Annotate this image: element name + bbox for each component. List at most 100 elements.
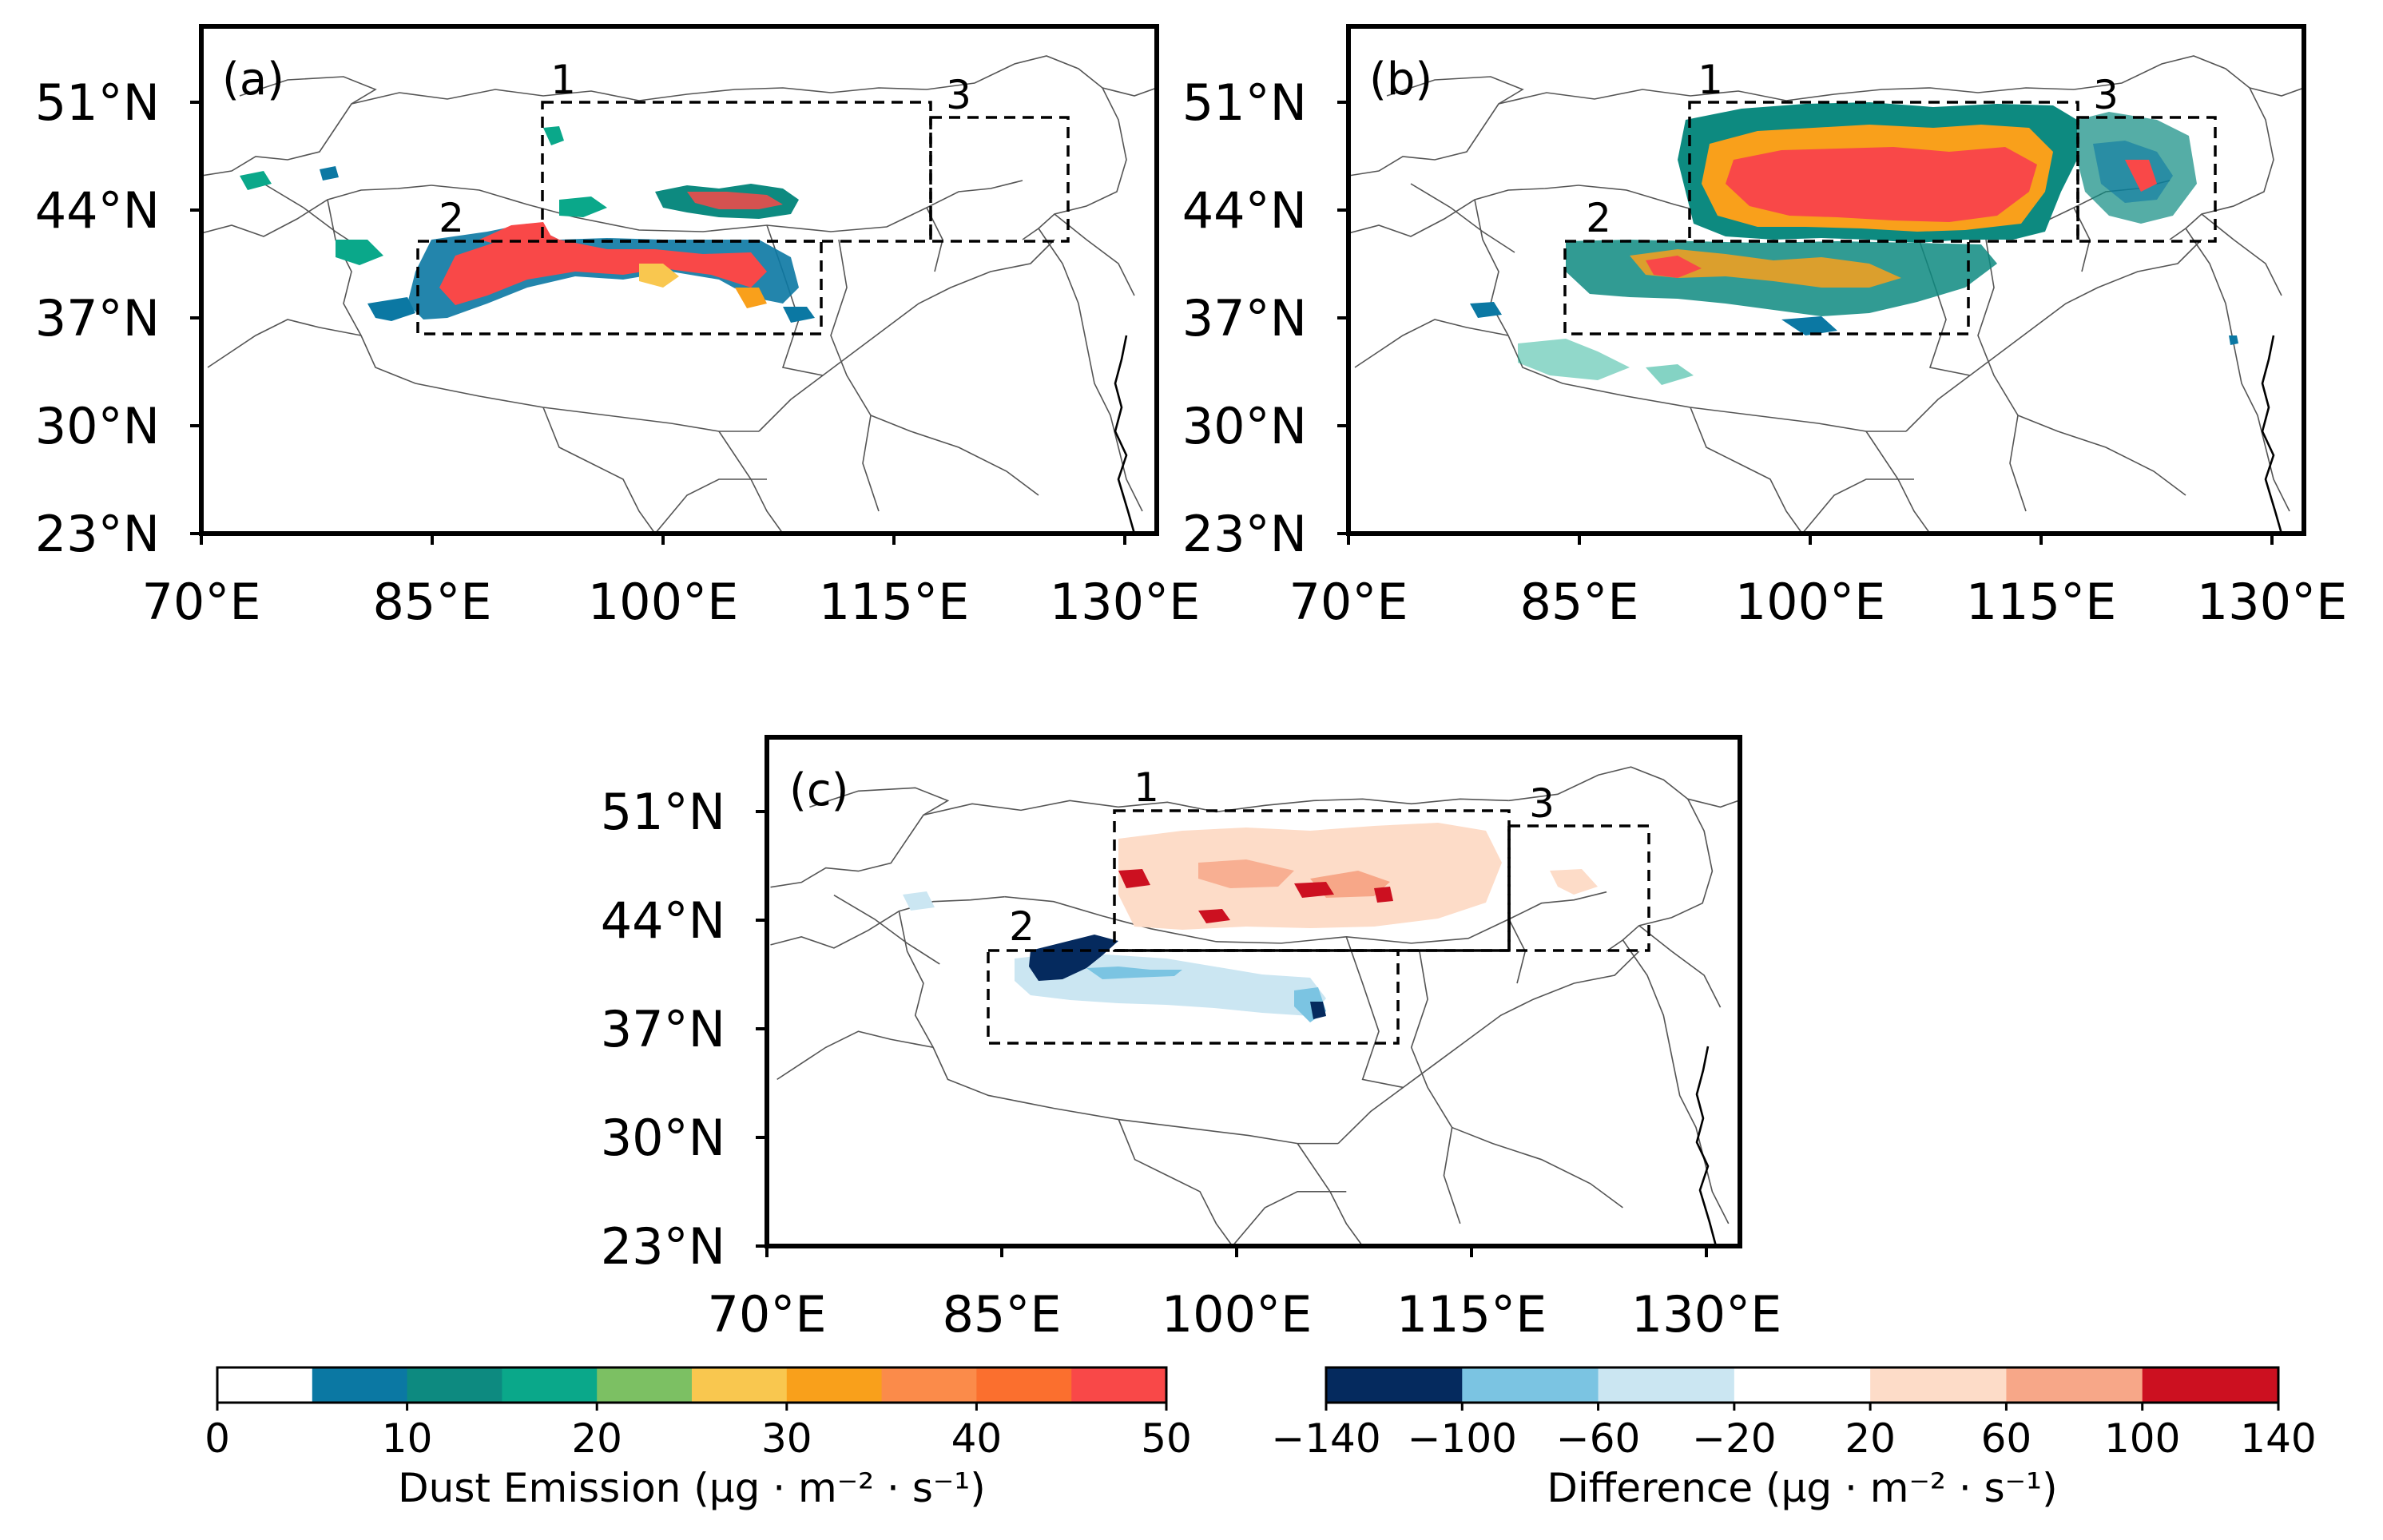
lon-tick: 130°E xyxy=(1631,1285,1782,1344)
difference-colorbar-title: Difference (μg · m⁻² · s⁻¹) xyxy=(1547,1465,2057,1511)
region-box-3 xyxy=(2076,116,2217,243)
lat-tick: 23°N xyxy=(35,505,160,563)
difference-colorbar-swatch xyxy=(1462,1367,1599,1403)
emission-field xyxy=(240,126,815,323)
emission-colorbar: 0 10 20 30 40 50 Dust Emission (μg · m⁻² · s⁻… xyxy=(205,1366,1192,1511)
lat-tick: 30°N xyxy=(35,397,160,455)
emission-colorbar-tick-label: 0 xyxy=(205,1415,230,1462)
lat-tick: 51°N xyxy=(601,783,725,841)
region-boxes xyxy=(416,101,1070,335)
difference-colorbar-tick-label: −60 xyxy=(1556,1415,1641,1462)
difference-colorbar-ticks: −140 −100 −60 −20 20 60 100 140 xyxy=(1271,1403,2317,1462)
emission-colorbar-swatch xyxy=(692,1367,788,1403)
region-box-2 xyxy=(1563,240,1970,335)
difference-colorbar-tick-label: −100 xyxy=(1408,1415,1517,1462)
lat-tick: 37°N xyxy=(1182,289,1307,347)
panel-b-tag: (b) xyxy=(1369,54,1432,105)
region-box-3 xyxy=(929,116,1070,243)
emission-colorbar-swatch xyxy=(217,1367,313,1403)
region-box-2-label: 2 xyxy=(1586,195,1611,241)
lat-tick: 44°N xyxy=(1182,181,1307,240)
panel-c-tag: (c) xyxy=(789,764,848,816)
difference-colorbar-swatches xyxy=(1326,1367,2279,1403)
panel-a-tag: (a) xyxy=(222,54,284,105)
lon-tick: 115°E xyxy=(819,573,970,631)
emission-colorbar-swatches xyxy=(217,1367,1167,1403)
emission-colorbar-tick-label: 50 xyxy=(1141,1415,1192,1462)
region-box-2-label: 2 xyxy=(1009,903,1035,950)
difference-colorbar-swatch xyxy=(2142,1367,2279,1403)
emission-colorbar-tick-label: 20 xyxy=(571,1415,622,1462)
lat-tick: 23°N xyxy=(601,1217,725,1276)
lon-tick: 130°E xyxy=(1050,573,1201,631)
emission-colorbar-frame xyxy=(216,1366,1168,1404)
lon-tick: 100°E xyxy=(588,573,739,631)
lat-tick: 30°N xyxy=(601,1109,725,1167)
difference-field xyxy=(903,823,1598,1022)
map-borders xyxy=(201,55,1157,534)
panel-c-lon-axis: 70°E 85°E 100°E 115°E 130°E xyxy=(707,1246,1781,1344)
map-borders xyxy=(1348,55,2304,534)
panel-c-lat-axis: 51°N 44°N 37°N 30°N 23°N xyxy=(601,783,767,1276)
difference-colorbar-swatch xyxy=(1598,1367,1735,1403)
emission-colorbar-swatch xyxy=(597,1367,693,1403)
difference-colorbar-tick-label: −20 xyxy=(1692,1415,1777,1462)
emission-colorbar-ticks: 0 10 20 30 40 50 xyxy=(205,1403,1192,1462)
lat-tick: 44°N xyxy=(601,891,725,950)
region-box-3-label: 3 xyxy=(1529,780,1555,827)
panel-b-frame xyxy=(1346,24,2306,536)
region-box-2 xyxy=(416,240,823,335)
emission-colorbar-swatch xyxy=(1071,1367,1167,1403)
difference-colorbar-swatch xyxy=(1326,1367,1463,1403)
emission-colorbar-swatch xyxy=(786,1367,883,1403)
lat-tick: 51°N xyxy=(35,73,160,132)
difference-colorbar-swatch xyxy=(2006,1367,2143,1403)
difference-colorbar-swatch xyxy=(1734,1367,1871,1403)
difference-colorbar-frame xyxy=(1325,1366,2280,1404)
lat-tick: 37°N xyxy=(35,289,160,347)
lon-tick: 85°E xyxy=(1519,573,1638,631)
emission-colorbar-swatch xyxy=(502,1367,598,1403)
map-borders xyxy=(770,766,1740,1246)
difference-colorbar-tick-label: 20 xyxy=(1845,1415,1896,1462)
lon-tick: 115°E xyxy=(1966,573,2117,631)
lat-tick: 37°N xyxy=(601,1000,725,1058)
emission-colorbar-tick-label: 30 xyxy=(761,1415,812,1462)
emission-colorbar-swatch xyxy=(312,1367,408,1403)
difference-colorbar-tick-label: 100 xyxy=(2104,1415,2180,1462)
emission-colorbar-title: Dust Emission (μg · m⁻² · s⁻¹) xyxy=(398,1465,986,1511)
lat-tick: 23°N xyxy=(1182,505,1307,563)
emission-colorbar-swatch xyxy=(976,1367,1072,1403)
emission-field xyxy=(1470,102,2238,385)
emission-colorbar-tick-label: 40 xyxy=(951,1415,1003,1462)
panel-b-dust-emission-map: 1 2 3 (b) 51°N 44°N 37°N 30°N 23°N 70°E … xyxy=(1182,24,2347,631)
lon-tick: 70°E xyxy=(141,573,260,631)
region-box-1-label: 1 xyxy=(550,57,576,103)
emission-colorbar-swatch xyxy=(407,1367,502,1403)
lat-tick: 30°N xyxy=(1182,397,1307,455)
difference-colorbar-swatch xyxy=(1870,1367,2007,1403)
region-box-1-label: 1 xyxy=(1134,764,1159,811)
region-box-3-label: 3 xyxy=(946,72,971,118)
difference-colorbar: −140 −100 −60 −20 20 60 100 140 Difference (μg … xyxy=(1271,1366,2317,1511)
lon-tick: 130°E xyxy=(2197,573,2348,631)
panel-a-lon-axis: 70°E 85°E 100°E 115°E 130°E xyxy=(141,534,1200,631)
lon-tick: 100°E xyxy=(1735,573,1886,631)
panel-b-lon-axis: 70°E 85°E 100°E 115°E 130°E xyxy=(1289,534,2347,631)
lat-tick: 44°N xyxy=(35,181,160,240)
lon-tick: 70°E xyxy=(1289,573,1408,631)
region-boxes xyxy=(1563,101,2217,335)
panel-a-dust-emission-map: 1 2 3 (a) 51°N 44°N 37°N 30°N 23°N 70°E xyxy=(35,24,1200,631)
emission-colorbar-tick-label: 10 xyxy=(382,1415,433,1462)
panel-c-difference-map: 1 2 3 (c) 51°N 44°N 37°N 30°N 23°N 70°E … xyxy=(601,735,1781,1344)
difference-colorbar-tick-label: 140 xyxy=(2240,1415,2316,1462)
lon-tick: 100°E xyxy=(1162,1285,1313,1344)
panel-a-frame xyxy=(199,24,1159,536)
panel-c-frame xyxy=(765,735,1742,1248)
region-box-2-label: 2 xyxy=(439,195,464,241)
emission-colorbar-swatch xyxy=(881,1367,977,1403)
lon-tick: 85°E xyxy=(372,573,491,631)
region-box-3-label: 3 xyxy=(2093,72,2119,118)
lat-tick: 51°N xyxy=(1182,73,1307,132)
